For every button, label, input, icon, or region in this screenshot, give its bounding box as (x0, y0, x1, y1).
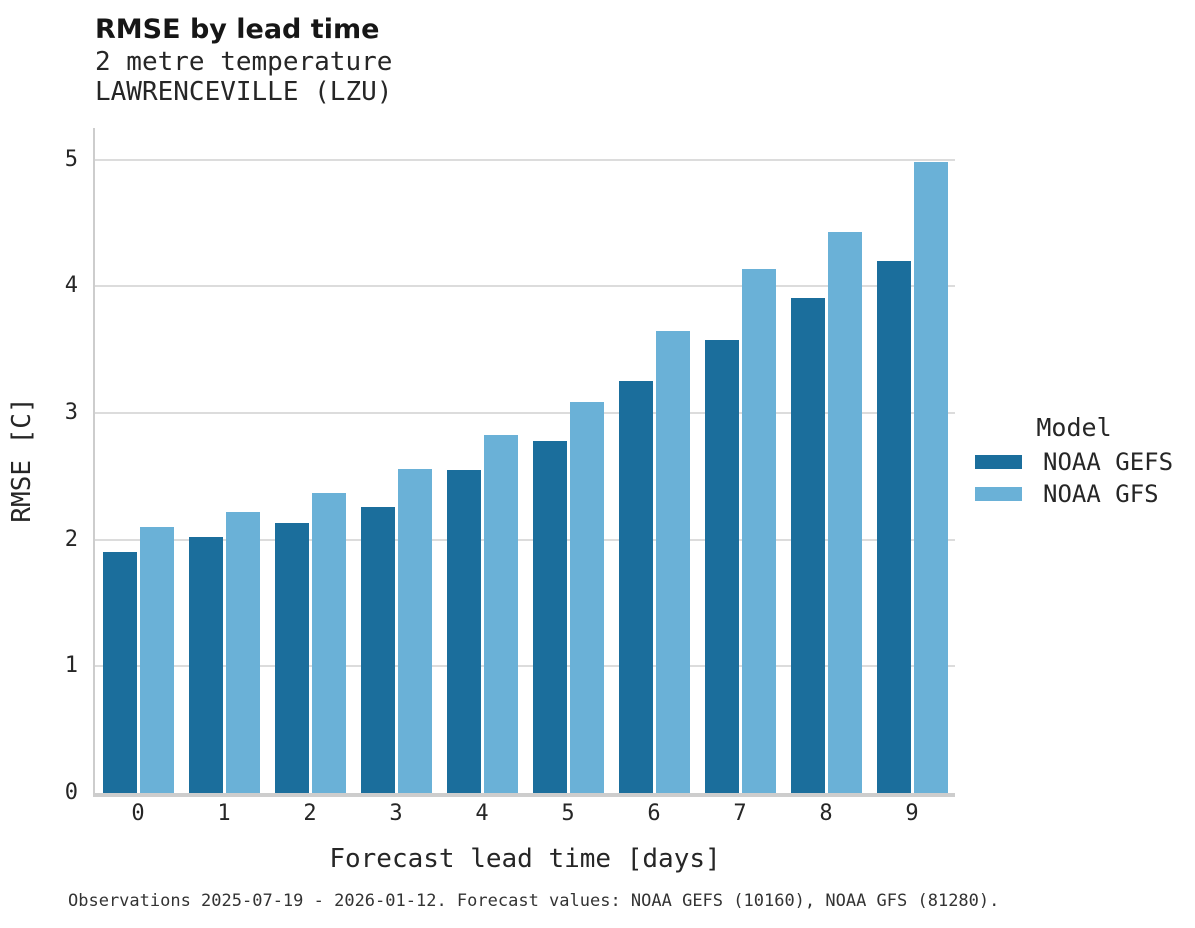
gridline-y-4 (95, 285, 955, 288)
bar-noaa-gefs-day-0 (102, 552, 137, 793)
x-tick-label-5: 5 (561, 801, 575, 826)
x-tick-label-4: 4 (475, 801, 489, 826)
x-tick-label-9: 9 (905, 801, 919, 826)
y-tick-label-1: 1 (64, 653, 78, 679)
chart-subtitle-station: LAWRENCEVILLE (LZU) (95, 77, 393, 107)
x-tick-label-0: 0 (131, 801, 145, 826)
legend-entry-noaa-gfs: NOAA GFS (975, 478, 1173, 510)
legend-swatch-noaa-gefs (975, 455, 1022, 469)
legend-label-noaa-gfs: NOAA GFS (1043, 480, 1159, 508)
bar-noaa-gefs-day-2 (274, 523, 309, 793)
y-tick-label-5: 5 (64, 146, 78, 172)
bar-noaa-gefs-day-4 (446, 470, 481, 793)
gridline-y-5 (95, 158, 955, 161)
chart-title: RMSE by lead time (95, 14, 380, 45)
legend: Model NOAA GEFS NOAA GFS (975, 412, 1173, 510)
bar-noaa-gfs-day-2 (311, 492, 346, 793)
bar-noaa-gfs-day-8 (827, 231, 862, 793)
bar-noaa-gfs-day-7 (741, 268, 776, 793)
x-tick-label-3: 3 (389, 801, 403, 826)
chart-subtitle-variable: 2 metre temperature (95, 47, 393, 77)
bar-noaa-gfs-day-3 (397, 468, 432, 793)
x-axis-label: Forecast lead time [days] (329, 844, 721, 874)
bar-noaa-gfs-day-1 (225, 511, 260, 793)
legend-title: Model (1036, 413, 1112, 442)
bar-noaa-gefs-day-5 (532, 440, 567, 793)
bar-noaa-gefs-day-3 (360, 506, 395, 793)
bar-noaa-gfs-day-5 (569, 401, 604, 793)
bar-noaa-gefs-day-8 (790, 297, 825, 793)
bar-noaa-gefs-day-1 (188, 537, 223, 793)
y-tick-label-0: 0 (64, 780, 78, 805)
y-tick-label-2: 2 (64, 526, 78, 552)
legend-label-noaa-gefs: NOAA GEFS (1043, 448, 1174, 476)
plot-area (93, 128, 955, 797)
x-tick-label-2: 2 (303, 801, 317, 826)
y-tick-label-4: 4 (64, 273, 78, 299)
x-tick-label-7: 7 (733, 801, 747, 826)
gridline-y-1 (95, 665, 955, 668)
y-tick-label-3: 3 (64, 400, 78, 425)
caption: Observations 2025-07-19 - 2026-01-12. Fo… (68, 891, 1000, 911)
bar-noaa-gefs-day-7 (704, 339, 739, 793)
legend-entry-noaa-gefs: NOAA GEFS (975, 446, 1173, 478)
x-tick-label-8: 8 (819, 801, 833, 826)
x-tick-label-6: 6 (647, 801, 661, 826)
x-tick-label-1: 1 (217, 801, 231, 826)
bar-noaa-gefs-day-6 (618, 381, 653, 793)
gridline-y-3 (95, 412, 955, 414)
bar-noaa-gefs-day-9 (876, 261, 911, 793)
bar-noaa-gfs-day-6 (655, 330, 690, 793)
chart-header: RMSE by lead time 2 metre temperature LA… (95, 13, 392, 107)
bar-noaa-gfs-day-4 (483, 434, 518, 793)
bar-noaa-gfs-day-0 (139, 527, 174, 793)
gridline-y-2 (95, 538, 955, 541)
legend-swatch-noaa-gfs (975, 487, 1022, 501)
bar-noaa-gfs-day-9 (913, 162, 948, 793)
